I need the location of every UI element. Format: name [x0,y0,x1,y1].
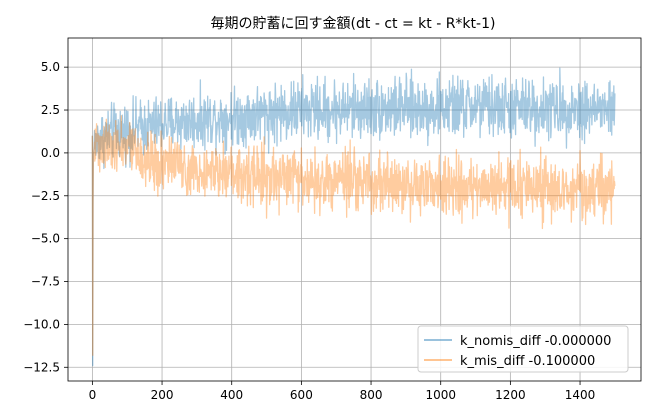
series-line-k-mis-diff [91,115,616,356]
x-tick-label: 600 [290,388,313,402]
x-tick-label: 1200 [495,388,526,402]
y-tick-label: −10.0 [23,317,60,331]
y-tick-label: −7.5 [31,275,60,289]
x-tick-label: 400 [220,388,243,402]
series-layer [91,67,616,367]
y-tick-label: 0.0 [41,146,60,160]
plot-background [68,38,641,381]
x-axis: 0 200 400 600 800 1000 1200 1400 [89,381,596,402]
legend-label-k-nomis: k_nomis_diff -0.000000 [460,334,611,349]
series-line-k-nomis-diff [91,67,616,367]
y-axis: 5.0 2.5 0.0 −2.5 −5.0 −7.5 −10.0 −12.5 [23,60,68,374]
x-tick-label: 1000 [425,388,456,402]
y-tick-label: −2.5 [31,189,60,203]
x-tick-label: 0 [89,388,97,402]
x-tick-label: 200 [151,388,174,402]
x-tick-label: 800 [360,388,383,402]
legend: k_nomis_diff -0.000000 k_mis_diff -0.100… [417,325,629,373]
y-tick-label: 5.0 [41,60,60,74]
legend-entry: k_mis_diff -0.100000 [424,354,595,369]
chart-title: 毎期の貯蓄に回す金額(dt - ct = kt - R*kt-1) [211,16,496,32]
x-tick-label: 1400 [565,388,596,402]
y-tick-label: 2.5 [41,103,60,117]
plot-area [67,37,642,382]
legend-entry: k_nomis_diff -0.000000 [424,334,611,349]
legend-label-k-mis: k_mis_diff -0.100000 [460,354,595,369]
y-tick-label: −5.0 [31,232,60,246]
plot-frame [67,37,642,382]
y-tick-label: −12.5 [23,360,60,374]
legend-box [417,325,629,373]
